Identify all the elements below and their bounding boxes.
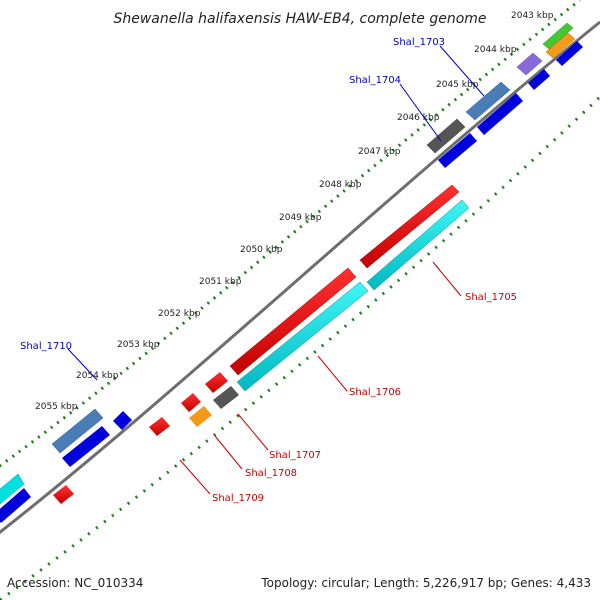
- gene-arrow-cyan-left[interactable]: [0, 473, 25, 505]
- gene-arrow-shal-1707[interactable]: [213, 386, 239, 409]
- outer-tick-ring: [0, 0, 581, 468]
- gene-arrow-blue-5[interactable]: [113, 411, 132, 430]
- gene-label-shal-1707[interactable]: Shal_1707: [269, 450, 321, 461]
- tick-label-2054: 2054 kbp: [76, 371, 119, 381]
- gene-label-shal-1709[interactable]: Shal_1709: [212, 493, 264, 504]
- leader-shal-1705: [432, 261, 462, 297]
- gene-label-shal-1705[interactable]: Shal_1705: [465, 292, 517, 303]
- leader-shal-1710: [67, 348, 98, 381]
- gene-label-shal-1706[interactable]: Shal_1706: [349, 387, 401, 398]
- gene-arrow-blue-2[interactable]: [528, 69, 550, 90]
- gene-arrow-cyan-1706[interactable]: [236, 281, 369, 392]
- gene-label-shal-1710[interactable]: Shal_1710: [20, 341, 72, 352]
- tick-label-2052: 2052 kbp: [158, 309, 201, 319]
- gene-arrow-cyan-1705[interactable]: [366, 199, 470, 291]
- gene-arrow-blue-6[interactable]: [62, 426, 110, 467]
- kbp-tick-labels: 2043 kbp 2044 kbp 2045 kbp 2046 kbp 2047…: [35, 11, 554, 412]
- gene-arrow-shal-1703[interactable]: [465, 81, 511, 121]
- gene-label-shal-1708[interactable]: Shal_1708: [245, 468, 297, 479]
- tick-label-2049: 2049 kbp: [279, 213, 322, 223]
- label-leaders: [67, 45, 485, 495]
- accession-text: Accession: NC_010334: [7, 576, 143, 590]
- tick-label-2047: 2047 kbp: [358, 147, 401, 157]
- gene-arrow-orange-top[interactable]: [545, 32, 576, 59]
- reverse-strand-features: [53, 184, 470, 504]
- forward-strand-features: [0, 41, 583, 523]
- tick-label-2050: 2050 kbp: [240, 245, 283, 255]
- gene-arrow-green[interactable]: [542, 22, 574, 50]
- gene-arrow-shal-1704[interactable]: [426, 118, 466, 154]
- gene-arrow-blue-7[interactable]: [0, 488, 31, 523]
- tick-label-2051: 2051 kbp: [199, 277, 242, 287]
- tick-label-2043: 2043 kbp: [511, 11, 554, 21]
- inner-tick-ring: [0, 94, 600, 600]
- gene-arrow-shal-1705[interactable]: [359, 184, 460, 269]
- gene-label-shal-1703[interactable]: Shal_1703: [393, 37, 445, 48]
- gene-arrow-shal-1709[interactable]: [149, 417, 170, 436]
- tick-label-2045: 2045 kbp: [436, 80, 479, 90]
- leader-shal-1706: [317, 355, 348, 392]
- leader-shal-1709: [179, 459, 211, 495]
- tick-label-2053: 2053 kbp: [117, 340, 160, 350]
- gene-arrow-purple[interactable]: [516, 52, 543, 76]
- leader-shal-1703: [439, 45, 485, 97]
- gene-arrow-red-small-2[interactable]: [181, 393, 201, 412]
- gene-arrow-blue-1[interactable]: [556, 41, 583, 66]
- leader-shal-1704: [399, 83, 442, 142]
- tick-label-2055: 2055 kbp: [35, 402, 78, 412]
- gene-arrow-shal-1710[interactable]: [51, 408, 104, 454]
- genome-backbone: [0, 20, 600, 535]
- gene-arrow-blue-4[interactable]: [438, 133, 477, 168]
- tick-label-2048: 2048 kbp: [319, 180, 362, 190]
- tick-label-2046: 2046 kbp: [397, 113, 440, 123]
- gene-arrow-red-bottom-left[interactable]: [53, 485, 74, 504]
- genome-summary-text: Topology: circular; Length: 5,226,917 bp…: [260, 576, 591, 590]
- tick-label-2044: 2044 kbp: [474, 45, 517, 55]
- gene-arrow-shal-1708[interactable]: [189, 406, 212, 427]
- gene-label-shal-1704[interactable]: Shal_1704: [349, 75, 401, 86]
- leader-shal-1708: [214, 435, 243, 470]
- gene-arrow-shal-1706[interactable]: [229, 267, 357, 376]
- gene-arrow-red-small-1[interactable]: [205, 372, 228, 393]
- gene-arrow-blue-3[interactable]: [477, 93, 523, 135]
- leader-shal-1707: [237, 413, 269, 451]
- outer-features: [0, 22, 576, 505]
- gene-labels: Shal_1703 Shal_1704 Shal_1705 Shal_1706 …: [20, 37, 517, 504]
- map-title: Shewanella halifaxensis HAW-EB4, complet…: [113, 11, 486, 27]
